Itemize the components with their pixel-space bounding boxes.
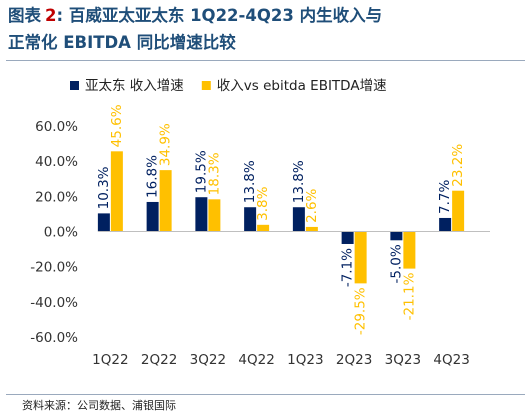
data-label-series-1: 23.2%: [450, 144, 466, 187]
x-tick-label: 2Q22: [141, 352, 177, 368]
data-label-series-0: 13.8%: [291, 160, 307, 203]
legend-swatch-0: [70, 81, 79, 90]
bar-series-0: [390, 231, 403, 241]
chart-title: 图表 2: 百威亚太亚太东 1Q22-4Q23 内生收入与 正常化 EBITDA …: [8, 2, 523, 56]
bar-series-0: [244, 207, 257, 232]
source-divider: [6, 394, 525, 395]
y-axis: 60.0% 40.0% 20.0% 0.0% -20.0% -40.0% -60.0%: [30, 119, 78, 346]
bar-chart: 亚太东 收入增速 收入vs ebitda EBITDA增速 60.0% 40.0% 2…: [30, 78, 490, 368]
x-axis: 1Q22 2Q22 3Q22 4Q22 1Q23 2Q23 3Q23 4Q23: [92, 352, 470, 368]
y-tick-label: 60.0%: [35, 119, 78, 135]
x-tick-label: 4Q22: [238, 352, 274, 368]
source-note: 资料来源：公司数据、浦银国际: [22, 399, 176, 412]
y-tick-label: 0.0%: [44, 225, 78, 241]
y-tick-label: -20.0%: [30, 260, 78, 276]
data-label-series-0: 19.5%: [193, 150, 209, 193]
data-label-series-0: 10.3%: [96, 166, 112, 209]
data-label-series-1: -29.5%: [353, 287, 369, 335]
bar-series-0: [195, 197, 208, 232]
x-tick-label: 3Q22: [190, 352, 226, 368]
legend-swatch-1: [201, 81, 211, 90]
figure-label: 图表: [8, 6, 41, 25]
figure-number: 2: [45, 6, 57, 25]
data-label-series-0: 7.7%: [437, 179, 453, 213]
bar-series-1: [159, 170, 172, 232]
y-tick-label: 40.0%: [35, 154, 78, 170]
y-tick-label: -60.0%: [30, 330, 78, 346]
bar-series-1: [257, 224, 270, 232]
title-text-1: : 百威亚太亚太东 1Q22-4Q23 内生收入与: [56, 6, 383, 25]
legend: 亚太东 收入增速 收入vs ebitda EBITDA增速: [70, 78, 387, 94]
bar-series-1: [208, 199, 221, 232]
bar-series-0: [97, 213, 110, 232]
bar-series-0: [341, 231, 354, 244]
data-label-series-1: -21.1%: [401, 272, 417, 320]
legend-label-1: 收入vs ebitda EBITDA增速: [217, 78, 387, 94]
data-label-series-1: 34.9%: [158, 123, 174, 166]
bar-series-1: [403, 231, 416, 269]
bar-series-1: [305, 226, 318, 232]
bar-series-1: [452, 190, 465, 232]
legend-label-0: 亚太东 收入增速: [85, 78, 184, 94]
bar-series-0: [146, 201, 159, 232]
data-label-series-0: 16.8%: [145, 155, 161, 198]
data-label-series-0: -7.1%: [340, 248, 356, 287]
bar-series-1: [110, 151, 123, 232]
data-label-series-0: -5.0%: [388, 244, 404, 283]
data-label-series-1: 3.8%: [255, 186, 271, 220]
bar-series-1: [354, 231, 367, 284]
bar-series-0: [439, 217, 452, 232]
y-tick-label: 20.0%: [35, 189, 78, 205]
x-tick-label: 1Q23: [287, 352, 323, 368]
x-tick-label: 4Q23: [433, 352, 469, 368]
x-tick-label: 2Q23: [336, 352, 372, 368]
bar-series-0: [292, 207, 305, 232]
x-tick-label: 3Q23: [385, 352, 421, 368]
title-line-1: 图表 2: 百威亚太亚太东 1Q22-4Q23 内生收入与: [8, 2, 523, 29]
data-label-series-0: 13.8%: [242, 160, 258, 203]
title-line-2: 正常化 EBITDA 同比增速比较: [8, 33, 236, 52]
y-tick-label: -40.0%: [30, 295, 78, 311]
data-label-series-1: 45.6%: [109, 104, 125, 147]
data-label-series-1: 2.6%: [304, 188, 320, 222]
bars: 10.3%45.6%16.8%34.9%19.5%18.3% 13.8%3.8%1…: [96, 104, 466, 335]
x-tick-label: 1Q22: [92, 352, 128, 368]
title-divider: [6, 60, 525, 61]
data-label-series-1: 18.3%: [206, 152, 222, 195]
